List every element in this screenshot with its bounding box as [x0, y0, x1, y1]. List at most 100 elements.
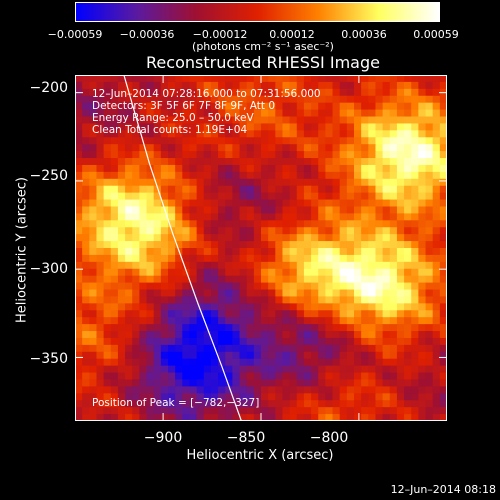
heatmap-cell	[96, 81, 105, 90]
heatmap-cell	[232, 192, 241, 201]
heatmap-cell	[189, 386, 198, 394]
heatmap-cell	[153, 213, 162, 221]
heatmap-cell	[261, 102, 269, 111]
heatmap-cell	[210, 351, 219, 360]
heatmap-cell	[232, 95, 241, 104]
heatmap-cell	[89, 317, 98, 325]
heatmap-cell	[432, 268, 441, 277]
heatmap-cell	[411, 151, 419, 159]
heatmap-cell	[218, 393, 226, 401]
heatmap-cell	[318, 164, 326, 173]
heatmap-cell	[89, 414, 98, 421]
heatmap-cell	[132, 116, 140, 125]
heatmap-cell	[346, 178, 355, 187]
heatmap-cell	[368, 289, 377, 298]
heatmap-cell	[139, 268, 148, 277]
heatmap-cell	[261, 164, 269, 173]
heatmap-cell	[96, 317, 105, 325]
heatmap-cell	[261, 123, 269, 131]
heatmap-cell	[175, 393, 183, 401]
heatmap-cell	[210, 144, 219, 152]
heatmap-cell	[354, 254, 362, 263]
heatmap-cell	[153, 324, 162, 332]
heatmap-cell	[332, 344, 341, 353]
heatmap-cell	[182, 151, 191, 159]
heatmap-cell	[303, 171, 312, 180]
heatmap-cell	[311, 289, 319, 298]
heatmap-cell	[160, 337, 169, 346]
heatmap-cell	[103, 234, 112, 242]
heatmap-cell	[318, 248, 326, 256]
heatmap-cell	[125, 192, 133, 201]
heatmap-cell	[275, 220, 284, 228]
heatmap-cell	[239, 199, 248, 208]
heatmap-cell	[218, 144, 226, 152]
heatmap-cell	[196, 75, 205, 83]
heatmap-cell	[82, 344, 90, 353]
heatmap-cell	[404, 344, 412, 353]
heatmap-cell	[289, 400, 298, 408]
heatmap-cell	[110, 282, 119, 291]
heatmap-cell	[311, 185, 319, 194]
heatmap-cell	[318, 400, 326, 408]
heatmap-cell	[268, 234, 276, 242]
heatmap-cell	[261, 275, 269, 284]
heatmap-cell	[332, 400, 341, 408]
heatmap-cell	[375, 254, 384, 263]
heatmap-cell	[153, 234, 162, 242]
heatmap-cell	[82, 95, 90, 104]
heatmap-cell	[103, 358, 112, 367]
heatmap-cell	[139, 88, 148, 97]
heatmap-cell	[368, 248, 377, 256]
heatmap-cell	[382, 164, 391, 173]
heatmap-cell	[75, 303, 83, 311]
heatmap-cell	[117, 365, 126, 374]
heatmap-cell	[117, 151, 126, 159]
heatmap-cell	[218, 344, 226, 353]
heatmap-cell	[418, 344, 427, 353]
heatmap-cell	[389, 414, 398, 421]
heatmap-cell	[404, 393, 412, 401]
heatmap-cell	[361, 296, 369, 304]
heatmap-cell	[203, 372, 212, 381]
heatmap-cell	[139, 95, 148, 104]
heatmap-cell	[189, 407, 198, 415]
heatmap-cell	[182, 358, 191, 367]
heatmap-cell	[261, 130, 269, 138]
heatmap-cell	[132, 185, 140, 194]
heatmap-cell	[361, 379, 369, 387]
heatmap-cell	[325, 344, 334, 353]
heatmap-cell	[354, 171, 362, 180]
heatmap-cell	[246, 75, 255, 83]
heatmap-cell	[332, 88, 341, 97]
heatmap-cell	[110, 351, 119, 360]
heatmap-cell	[439, 365, 447, 374]
heatmap-cell	[139, 337, 148, 346]
heatmap-cell	[389, 123, 398, 131]
heatmap-cell	[354, 358, 362, 367]
heatmap-cell	[139, 331, 148, 339]
heatmap-cell	[296, 206, 305, 214]
heatmap-cell	[160, 192, 169, 201]
heatmap-cell	[153, 178, 162, 187]
heatmap-cell	[225, 213, 233, 221]
heatmap-cell	[125, 75, 133, 83]
heatmap-cell	[404, 407, 412, 415]
heatmap-cell	[382, 185, 391, 194]
heatmap-cell	[439, 351, 447, 360]
heatmap-cell	[275, 248, 284, 256]
heatmap-cell	[418, 296, 427, 304]
heatmap-cell	[117, 241, 126, 249]
heatmap-cell	[225, 289, 233, 298]
heatmap-cell	[125, 379, 133, 387]
heatmap-cell	[218, 171, 226, 180]
heatmap-cell	[275, 365, 284, 374]
heatmap-cell	[189, 164, 198, 173]
heatmap-cell	[103, 268, 112, 277]
heatmap-cell	[296, 310, 305, 318]
heatmap-cell	[418, 386, 427, 394]
heatmap-cell	[225, 331, 233, 339]
heatmap-cell	[132, 393, 140, 401]
heatmap-cell	[332, 372, 341, 381]
heatmap-cell	[389, 324, 398, 332]
